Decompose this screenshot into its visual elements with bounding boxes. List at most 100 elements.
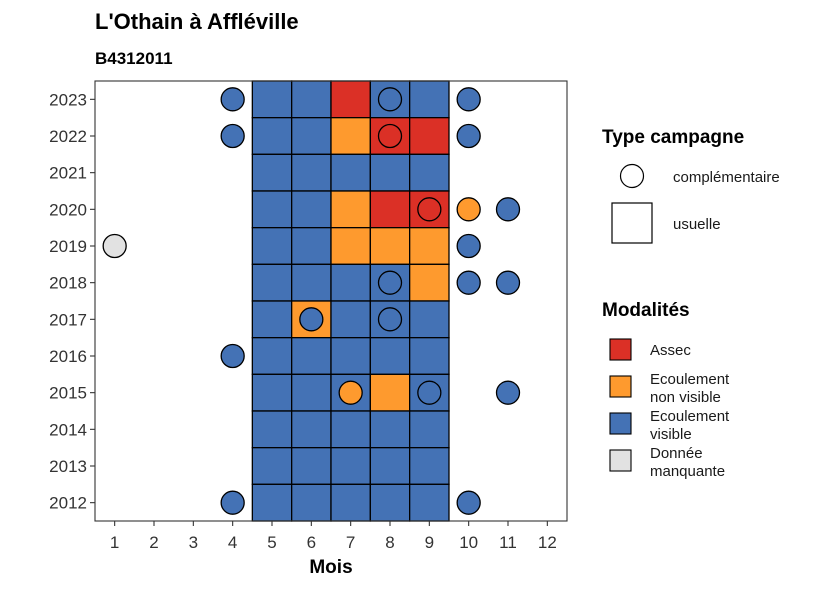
legend-key-square xyxy=(611,202,653,244)
tile-2018-9 xyxy=(409,263,450,302)
point-2020-9 xyxy=(417,197,442,222)
tile-2012-7 xyxy=(330,483,371,522)
tile-2016-8 xyxy=(369,337,411,375)
legend-fill-key xyxy=(609,412,632,435)
x-tick-label: 6 xyxy=(307,533,316,552)
tile-2014-7 xyxy=(330,410,371,449)
tile-2013-9 xyxy=(409,447,450,485)
tile-2012-9 xyxy=(409,483,450,522)
tile-2014-9 xyxy=(409,410,450,449)
legend-fill-label: Donnée xyxy=(650,445,703,462)
y-tick-label: 2012 xyxy=(49,494,87,513)
y-tick-label: 2022 xyxy=(49,127,87,146)
legend-fill-label: Assec xyxy=(650,342,691,359)
x-tick-label: 8 xyxy=(385,533,394,552)
y-axis: 2023 2022 2021 2020 2019 2018 2017 2016 2015 2014… xyxy=(49,90,95,513)
x-tick-label: 12 xyxy=(538,533,557,552)
tile-2016-6 xyxy=(291,337,332,375)
legend-shape: Type campagne complémentaire usuelle xyxy=(602,127,780,244)
point-2018-11 xyxy=(495,270,521,295)
point-2019-1 xyxy=(102,233,127,259)
plot-border xyxy=(94,80,568,522)
point-2018-8 xyxy=(377,270,403,295)
tile-2020-5 xyxy=(251,190,293,229)
point-2023-8 xyxy=(377,87,403,112)
legend-fill-key xyxy=(609,338,632,361)
tile-2021-5 xyxy=(251,153,293,192)
tile-2021-6 xyxy=(291,153,332,192)
x-tick-label: 1 xyxy=(110,533,119,552)
tile-2022-6 xyxy=(291,117,332,155)
tile-2020-6 xyxy=(291,190,332,229)
tile-2021-8 xyxy=(369,153,411,192)
y-tick-label: 2016 xyxy=(49,347,87,366)
tile-2016-5 xyxy=(251,337,293,375)
point-2022-4 xyxy=(220,123,245,149)
x-tick-label: 2 xyxy=(149,533,158,552)
point-2022-8 xyxy=(377,123,403,149)
point-2018-10 xyxy=(456,270,481,295)
tile-2016-7 xyxy=(330,337,371,375)
x-tick-label: 11 xyxy=(499,533,517,552)
tile-2015-6 xyxy=(291,373,332,412)
tile-2019-5 xyxy=(251,227,293,265)
point-2017-8 xyxy=(377,307,403,332)
legend-fill-label-line2: manquante xyxy=(650,463,725,480)
x-tick-label: 7 xyxy=(346,533,355,552)
tile-2018-6 xyxy=(291,263,332,302)
y-tick-label: 2018 xyxy=(49,274,87,293)
tile-2017-9 xyxy=(409,300,450,339)
y-tick-label: 2015 xyxy=(49,384,87,403)
tile-2015-5 xyxy=(251,373,293,412)
x-tick-label: 9 xyxy=(425,533,434,552)
tile-2019-9 xyxy=(409,227,450,265)
tile-2017-7 xyxy=(330,300,371,339)
legend-shape-label-complementaire: complémentaire xyxy=(673,169,780,186)
legend-fill-label: Ecoulement xyxy=(650,371,730,388)
point-2012-10 xyxy=(456,490,481,515)
tile-2017-5 xyxy=(251,300,293,339)
legend-fill-label: Ecoulement xyxy=(650,408,730,425)
tile-2023-7 xyxy=(330,80,371,119)
tile-2012-6 xyxy=(291,483,332,522)
point-2023-4 xyxy=(220,87,245,112)
tile-2018-7 xyxy=(330,263,371,302)
point-2019-10 xyxy=(456,233,481,259)
tile-2013-7 xyxy=(330,447,371,485)
tile-2016-9 xyxy=(409,337,450,375)
tile-2019-7 xyxy=(330,227,371,265)
x-tick-label: 4 xyxy=(228,533,237,552)
tile-2023-5 xyxy=(251,80,293,119)
tile-2022-7 xyxy=(330,117,371,155)
point-2015-11 xyxy=(495,380,521,405)
tile-2014-8 xyxy=(369,410,411,449)
tile-2015-8 xyxy=(369,373,411,412)
tile-2014-5 xyxy=(251,410,293,449)
point-2023-10 xyxy=(456,87,481,112)
legend-shape-label-usuelle: usuelle xyxy=(673,216,721,233)
legend-shape-title: Type campagne xyxy=(602,127,744,148)
point-2017-6 xyxy=(299,307,324,332)
y-tick-label: 2019 xyxy=(49,237,87,256)
tile-2014-6 xyxy=(291,410,332,449)
legend-fill-key xyxy=(609,375,632,398)
y-tick-label: 2014 xyxy=(49,420,87,439)
chart-subtitle: B4312011 xyxy=(95,49,173,68)
point-layer xyxy=(102,87,521,515)
x-tick-label: 5 xyxy=(267,533,276,552)
tile-2020-7 xyxy=(330,190,371,229)
legend-fill-label-line2: non visible xyxy=(650,389,721,406)
y-tick-label: 2017 xyxy=(49,310,87,329)
y-tick-label: 2021 xyxy=(49,164,87,183)
tile-2019-6 xyxy=(291,227,332,265)
point-2022-10 xyxy=(456,123,481,149)
tile-2022-5 xyxy=(251,117,293,155)
tile-2013-5 xyxy=(251,447,293,485)
point-2020-11 xyxy=(495,197,521,222)
legend-fill-label-line2: visible xyxy=(650,426,692,443)
point-2012-4 xyxy=(220,490,245,515)
legend-key-circle xyxy=(619,163,645,189)
tile-2023-6 xyxy=(291,80,332,119)
